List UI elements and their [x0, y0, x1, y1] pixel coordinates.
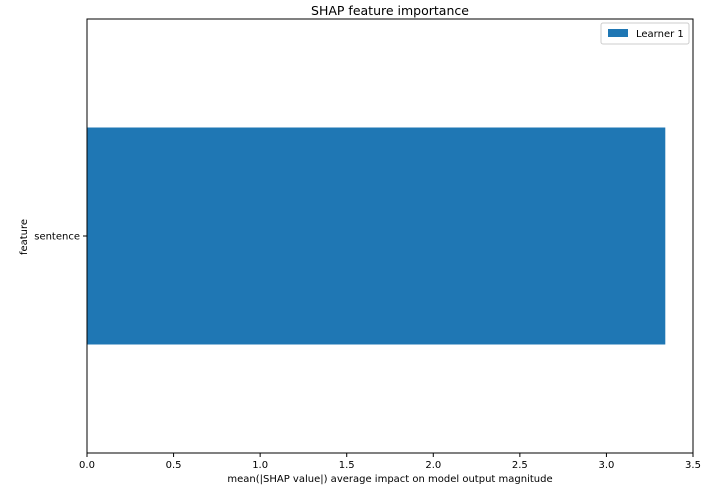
x-tick-label: 2.5 — [512, 460, 528, 471]
legend-box — [600, 22, 690, 45]
bar-sentence — [87, 127, 666, 345]
plot-area — [86, 18, 694, 454]
legend-swatch-learner-1 — [608, 29, 628, 37]
x-tick-label: 1.0 — [252, 460, 268, 471]
x-axis-label: mean(|SHAP value|) average impact on mod… — [227, 474, 552, 485]
bars-group — [87, 127, 666, 345]
x-tick-label: 1.5 — [339, 460, 355, 471]
y-axis: sentence — [34, 232, 87, 243]
x-axis: 0.0 0.5 1.0 1.5 2.0 2.5 3.0 3.5 — [79, 453, 701, 471]
legend-label-learner-1: Learner 1 — [636, 29, 684, 40]
x-tick-label: 3.5 — [685, 460, 701, 471]
y-axis-label: feature — [19, 219, 30, 255]
chart-title: SHAP feature importance — [311, 3, 469, 18]
x-tick-label: 0.5 — [166, 460, 182, 471]
legend: Learner 1 — [600, 22, 690, 45]
x-tick-label: 2.0 — [425, 460, 441, 471]
x-tick-label: 3.0 — [598, 460, 614, 471]
y-tick-label-sentence: sentence — [34, 232, 80, 243]
x-tick-label: 0.0 — [79, 460, 95, 471]
